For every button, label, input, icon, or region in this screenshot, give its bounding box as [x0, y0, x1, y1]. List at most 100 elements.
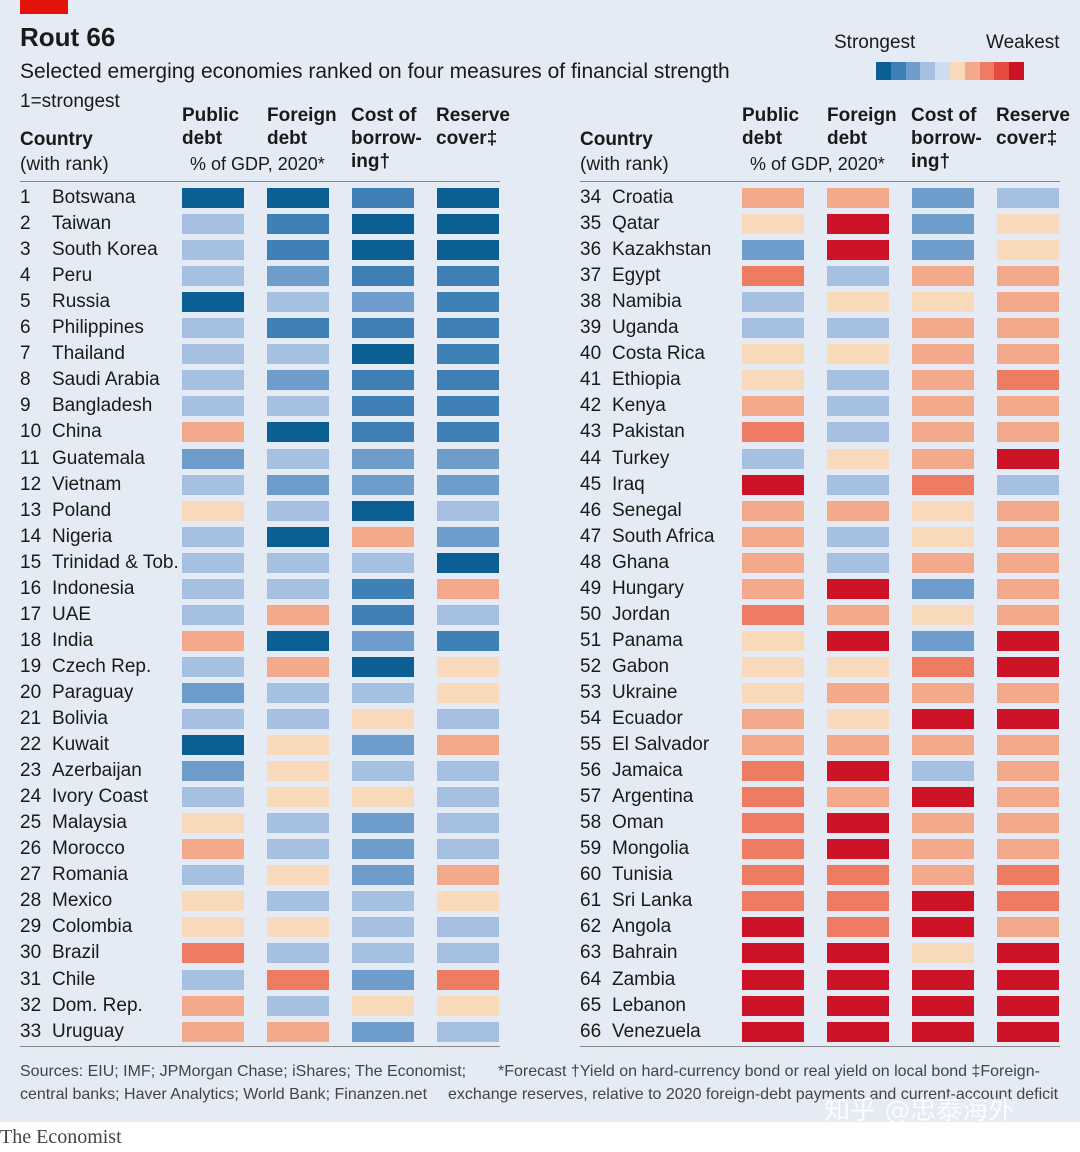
heat-cell [742, 214, 804, 235]
header-country-sub: (with rank) [580, 154, 669, 175]
rank-label: 6 [20, 317, 31, 339]
table-row: 13 Poland [20, 498, 500, 524]
rank-label: 58 [580, 812, 602, 834]
heat-cell [267, 344, 329, 365]
heat-cell [437, 396, 499, 417]
header-reserve-cover: Reserve cover‡ [436, 105, 510, 149]
heat-cell [267, 656, 329, 677]
country-label: Philippines [52, 317, 144, 339]
country-label: Croatia [612, 187, 674, 208]
heat-cell [182, 865, 244, 886]
country-label: Poland [52, 499, 112, 521]
table-row: 53 Ukraine [580, 680, 1060, 706]
legend-strongest-label: Strongest [834, 32, 916, 53]
heat-cell [827, 630, 889, 651]
country-label: Czech Rep. [52, 655, 152, 677]
heat-cell [742, 865, 804, 886]
heat-cell [182, 656, 244, 677]
table-row: 20 Paraguay [20, 680, 500, 706]
economist-red-tag [20, 0, 68, 14]
rank-label: 29 [20, 916, 42, 938]
heat-cell [827, 735, 889, 756]
table-row: 4 Peru [20, 263, 500, 289]
table-row: 51 Panama [580, 628, 1060, 654]
heat-cell [352, 761, 414, 782]
table-row: 62 Angola [580, 914, 1060, 940]
table-row: 14 Nigeria [20, 524, 500, 550]
bottom-rule [580, 1046, 1060, 1047]
table-row: 23 Azerbaijan [20, 758, 500, 784]
header-rule [20, 181, 500, 182]
country-label: Panama [612, 629, 683, 651]
heat-cell [997, 474, 1059, 495]
heat-cell [997, 813, 1059, 834]
heat-cell [267, 943, 329, 964]
country-label: Nigeria [52, 525, 113, 547]
rank-label: 42 [580, 395, 602, 417]
rank-label: 54 [580, 708, 602, 729]
heat-cell [827, 682, 889, 703]
table-row: 28 Mexico [20, 888, 500, 914]
heat-cell [182, 604, 244, 625]
table-row: 54 Ecuador [580, 706, 1060, 732]
table-row: 49 Hungary [580, 576, 1060, 602]
heat-cell [182, 396, 244, 417]
country-label: Thailand [52, 343, 125, 365]
legend-swatch [949, 62, 965, 80]
heat-cell [182, 500, 244, 521]
table-row: 36 Kazakhstan [580, 237, 1060, 263]
legend-swatch [920, 62, 936, 80]
heat-cell [912, 735, 974, 756]
heat-cell [827, 292, 889, 313]
heat-cell [827, 578, 889, 599]
country-label: South Africa [612, 525, 715, 547]
rank-label: 48 [580, 551, 602, 573]
table-row: 30 Brazil [20, 940, 500, 966]
heat-cell [912, 214, 974, 235]
rank-label: 25 [20, 812, 42, 834]
header-public-debt: Public debt [742, 105, 800, 149]
country-label: Bangladesh [52, 395, 153, 417]
table-row: 21 Bolivia [20, 706, 500, 732]
country-label: Hungary [612, 577, 684, 599]
country-label: Angola [612, 916, 672, 938]
header-country: Country [580, 129, 653, 150]
table-row: 38 Namibia [580, 289, 1060, 315]
heat-cell [352, 292, 414, 313]
heat-cell [742, 526, 804, 547]
rank-label: 53 [580, 681, 602, 703]
heat-cell [352, 969, 414, 990]
heat-cell [742, 500, 804, 521]
heat-cell [267, 500, 329, 521]
rank-label: 22 [20, 734, 42, 756]
heat-cell [742, 761, 804, 782]
heat-cell [267, 839, 329, 860]
country-label: Saudi Arabia [52, 369, 160, 391]
country-label: Uruguay [52, 1020, 124, 1042]
rank-label: 5 [20, 291, 31, 313]
rank-label: 9 [20, 395, 31, 417]
heat-cell [742, 604, 804, 625]
heat-cell [997, 188, 1059, 208]
table-row: 10 China [20, 419, 500, 445]
rank-label: 7 [20, 343, 31, 365]
heat-cell [912, 422, 974, 443]
legend-color-scale [876, 62, 1024, 80]
rank-label: 38 [580, 291, 602, 313]
heat-cell [437, 943, 499, 964]
legend-swatch [905, 62, 921, 80]
table-row: 19 Czech Rep. [20, 654, 500, 680]
header-reserve-cover: Reserve cover‡ [996, 105, 1070, 149]
table-row: 44 Turkey [580, 446, 1060, 472]
heat-cell [742, 318, 804, 339]
table-row: 3 South Korea [20, 237, 500, 263]
rank-label: 66 [580, 1020, 602, 1042]
heat-cell [352, 891, 414, 912]
heat-cell [997, 735, 1059, 756]
heat-cell [742, 943, 804, 964]
rank-label: 59 [580, 838, 602, 860]
heat-cell [182, 552, 244, 573]
country-label: Argentina [612, 786, 694, 808]
heat-cell [437, 682, 499, 703]
heat-cell [182, 448, 244, 469]
